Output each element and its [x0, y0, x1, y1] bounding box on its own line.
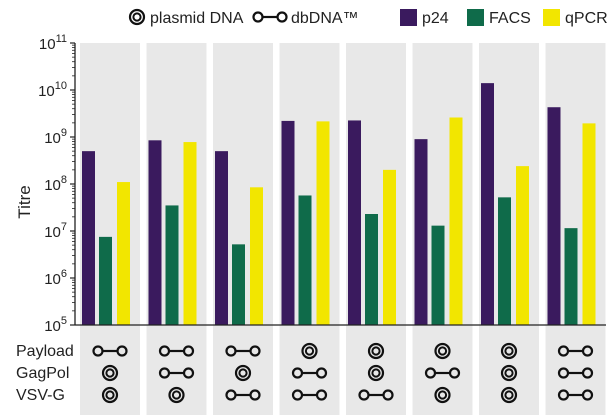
- plasmid-circle-icon: [101, 386, 119, 404]
- plasmid-circle-icon: [367, 364, 385, 382]
- bar-qpcr: [383, 169, 396, 325]
- dbdna-dumbbell-icon: [291, 389, 328, 401]
- dbdna-dumbbell-icon: [358, 389, 394, 401]
- y-tick-label: 106: [44, 268, 67, 288]
- plasmid-circle-icon: [301, 342, 318, 360]
- dbdna-dumbbell-icon: [557, 389, 594, 401]
- construct-row-label: VSV-G: [16, 387, 65, 404]
- dbdna-dumbbell-icon: [291, 367, 328, 379]
- bar-qpcr: [250, 187, 263, 325]
- plasmid-circle-icon: [500, 342, 518, 360]
- plasmid-circle-icon: [434, 342, 451, 360]
- bar-p24: [547, 107, 561, 325]
- bar-qpcr: [582, 123, 596, 325]
- bar-p24: [215, 151, 228, 325]
- plasmid-circle-icon: [128, 8, 146, 26]
- plasmid-circle-icon: [500, 386, 518, 404]
- y-tick-label: 105: [44, 315, 67, 335]
- bar-facs: [498, 197, 511, 325]
- legend: plasmid DNA dbDNA™ p24 FACS qPCR: [128, 8, 608, 27]
- legend-swatch-p24: [400, 9, 417, 26]
- bar-qpcr: [449, 117, 463, 326]
- bar-facs: [165, 205, 179, 325]
- bar-facs: [365, 213, 378, 325]
- bar-p24: [348, 120, 361, 325]
- bars: [82, 83, 596, 326]
- legend-swatch-facs: [467, 9, 484, 26]
- bar-p24: [82, 151, 95, 325]
- y-tick-label: 1010: [38, 80, 67, 100]
- dbdna-dumbbell-icon: [424, 367, 461, 379]
- plasmid-circle-icon: [234, 364, 252, 382]
- bar-p24: [414, 139, 428, 325]
- dbdna-dumbbell-icon: [252, 11, 288, 23]
- plasmid-circle-icon: [367, 342, 385, 360]
- y-tick-label: 1011: [39, 33, 67, 53]
- bar-facs: [232, 244, 245, 325]
- y-axis-label: Titre: [15, 185, 34, 218]
- bar-qpcr: [117, 182, 130, 325]
- dbdna-dumbbell-icon: [557, 345, 594, 357]
- dbdna-dumbbell-icon: [225, 345, 261, 357]
- y-tick-label: 108: [44, 174, 67, 194]
- plasmid-circle-icon: [434, 386, 451, 404]
- legend-label-p24: p24: [422, 10, 449, 27]
- bar-facs: [431, 225, 445, 325]
- legend-label-facs: FACS: [489, 10, 531, 27]
- bar-p24: [481, 83, 494, 325]
- construct-table: Payload GagPol VSV-G: [16, 342, 594, 404]
- bar-facs: [99, 236, 112, 325]
- legend-label-qpcr: qPCR: [565, 10, 608, 27]
- y-tick-label: 107: [44, 221, 67, 241]
- dbdna-dumbbell-icon: [158, 345, 195, 357]
- dbdna-dumbbell-icon: [158, 367, 195, 379]
- dbdna-dumbbell-icon: [92, 345, 128, 357]
- bar-qpcr: [183, 142, 197, 325]
- legend-swatch-qpcr: [543, 9, 560, 26]
- construct-row-label: Payload: [16, 343, 74, 360]
- plasmid-circle-icon: [168, 386, 185, 404]
- legend-label-plasmid: plasmid DNA: [150, 10, 244, 27]
- dbdna-dumbbell-icon: [557, 367, 594, 379]
- bar-facs: [564, 228, 578, 325]
- plasmid-circle-icon: [500, 364, 518, 382]
- bar-qpcr: [516, 166, 529, 325]
- bar-facs: [298, 195, 312, 325]
- legend-label-dbdna: dbDNA™: [291, 10, 359, 27]
- y-axis: 105 106 107 108 109 1010 1011: [38, 33, 606, 335]
- bar-qpcr: [316, 121, 330, 325]
- y-tick-label: 109: [44, 127, 67, 147]
- bar-p24: [148, 140, 162, 325]
- construct-row-label: GagPol: [16, 365, 69, 382]
- plasmid-circle-icon: [101, 364, 119, 382]
- dbdna-dumbbell-icon: [225, 389, 261, 401]
- bar-p24: [281, 120, 295, 326]
